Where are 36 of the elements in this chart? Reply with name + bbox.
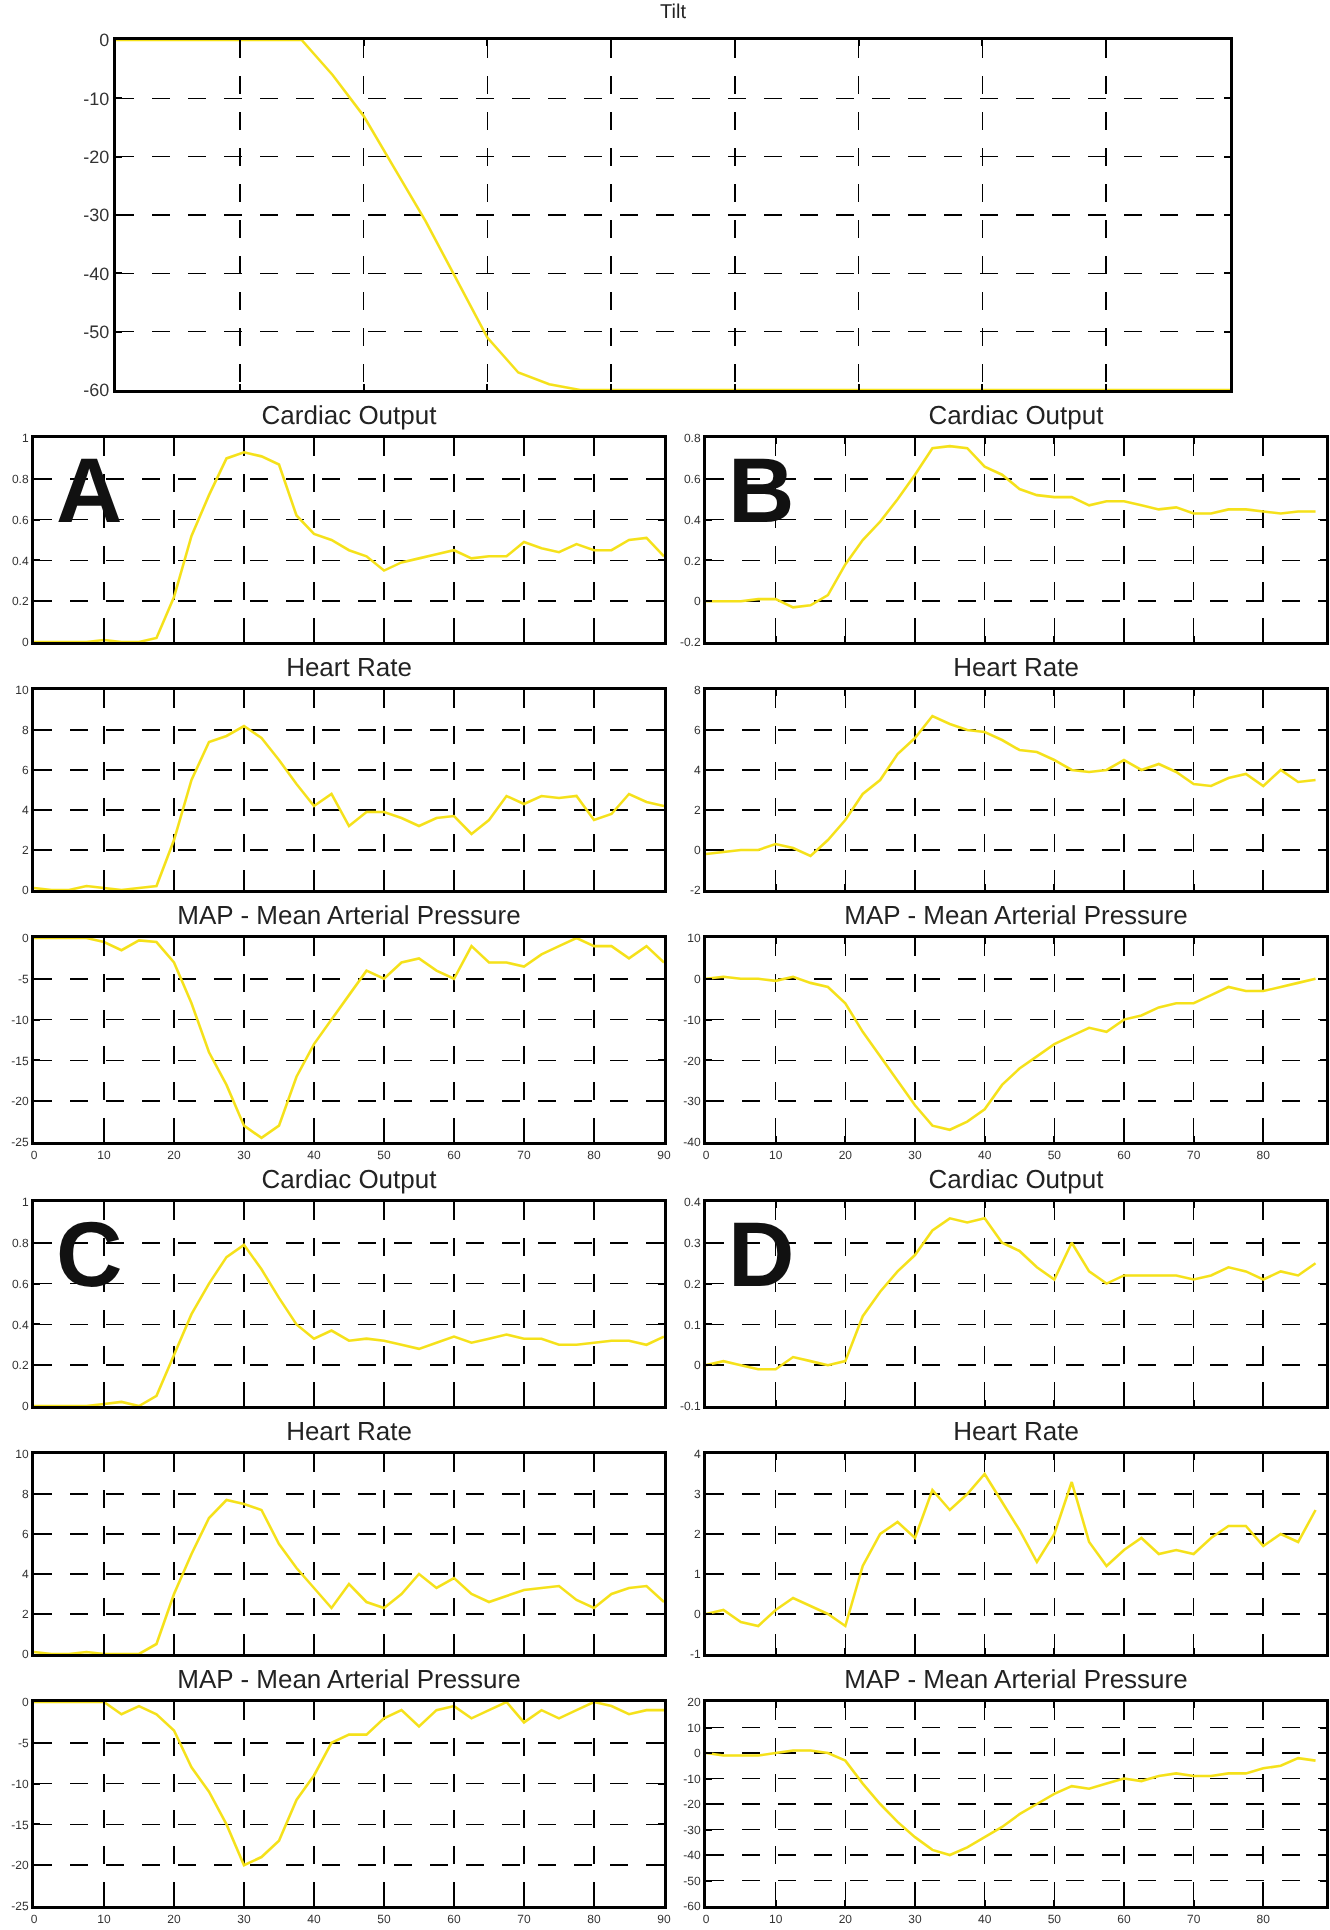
annotation: D xyxy=(728,1202,795,1306)
chart-title: MAP - Mean Arterial Pressure xyxy=(177,900,521,931)
chart-title: Heart Rate xyxy=(953,652,1079,683)
chart-title: Cardiac Output xyxy=(261,1164,438,1195)
line-series xyxy=(34,1498,664,1654)
line-series xyxy=(34,450,664,642)
line-series xyxy=(116,40,1230,390)
chart-title: MAP - Mean Arterial Pressure xyxy=(844,900,1188,931)
chart-title: MAP - Mean Arterial Pressure xyxy=(844,1664,1188,1695)
annotation: C xyxy=(56,1202,123,1306)
line-series xyxy=(34,1702,664,1867)
chart-title: Cardiac Output xyxy=(261,400,438,431)
line-series xyxy=(706,714,1317,858)
y-tick-label: -10 xyxy=(83,88,110,109)
y-tick-label: -50 xyxy=(83,321,110,342)
y-tick-label: -40 xyxy=(83,263,110,284)
annotation: A xyxy=(56,438,123,542)
chart-title: Cardiac Output xyxy=(928,400,1105,431)
chart-title: Heart Rate xyxy=(286,652,412,683)
line-series xyxy=(34,724,664,890)
line-series xyxy=(706,1217,1317,1371)
line-series xyxy=(706,1749,1317,1857)
chart-title: Tilt xyxy=(660,2,687,24)
y-tick-label: 0 xyxy=(99,30,110,51)
chart-title: Heart Rate xyxy=(286,1416,412,1447)
chart-title: Heart Rate xyxy=(953,1416,1079,1447)
annotation: B xyxy=(728,438,795,542)
chart-title: MAP - Mean Arterial Pressure xyxy=(177,1664,521,1695)
y-tick-label: -60 xyxy=(83,380,110,401)
line-series xyxy=(706,1472,1317,1628)
line-series xyxy=(706,975,1317,1132)
line-series xyxy=(706,444,1317,609)
y-tick-label: -20 xyxy=(83,146,110,167)
chart-title: Cardiac Output xyxy=(928,1164,1105,1195)
line-series xyxy=(34,938,664,1140)
y-tick-label: -30 xyxy=(83,205,110,226)
